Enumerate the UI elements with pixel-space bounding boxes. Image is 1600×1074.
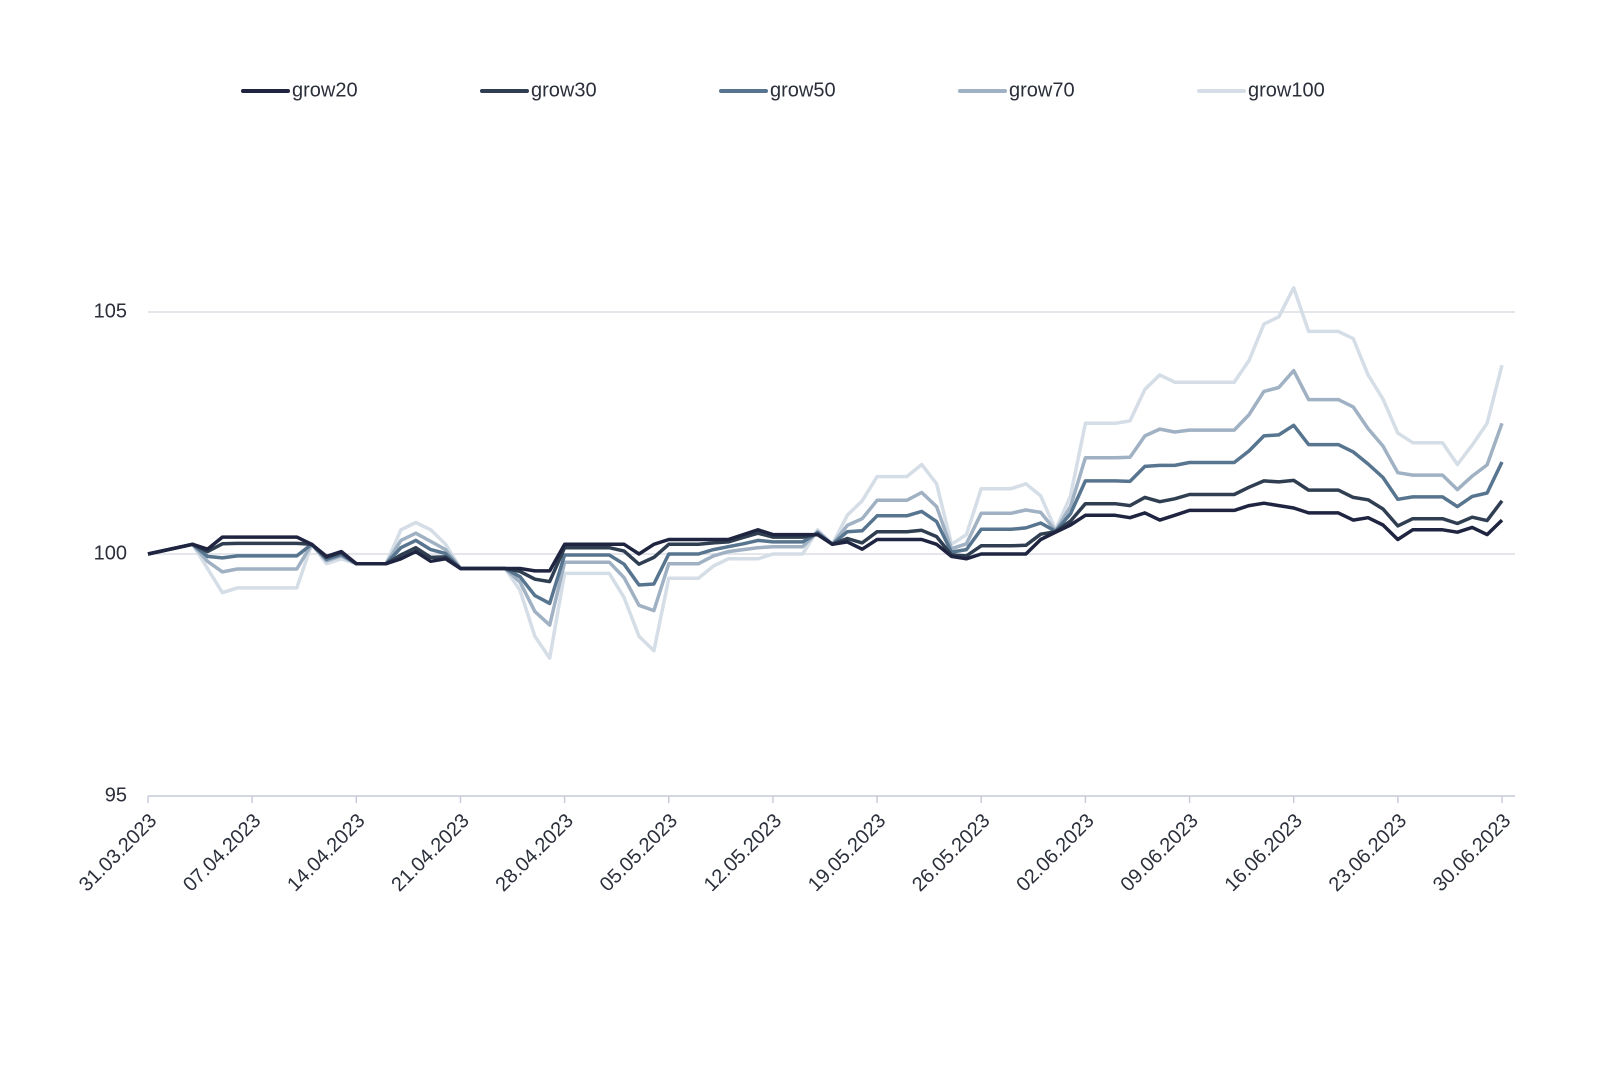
y-tick-label: 95	[105, 784, 127, 806]
x-tick-label: 12.05.2023	[700, 810, 786, 896]
x-tick-label: 26.05.2023	[908, 810, 994, 896]
series-line	[147, 286, 1504, 660]
x-tick-label: 19.05.2023	[804, 810, 890, 896]
x-tick-label: 16.06.2023	[1221, 810, 1307, 896]
legend-label: grow20	[292, 79, 358, 101]
x-tick-label: 21.04.2023	[387, 810, 473, 896]
x-tick-label: 09.06.2023	[1116, 810, 1202, 896]
x-tick-label: 30.06.2023	[1429, 810, 1515, 896]
y-tick-label: 105	[94, 300, 127, 322]
legend-label: grow70	[1009, 79, 1075, 101]
x-tick-label: 14.04.2023	[283, 810, 369, 896]
legend-label: grow50	[770, 79, 836, 101]
x-tick-label: 02.06.2023	[1012, 810, 1098, 896]
series-line	[147, 423, 1504, 606]
legend-label: grow100	[1248, 79, 1325, 101]
series-line	[147, 478, 1504, 584]
x-tick-label: 31.03.2023	[75, 810, 161, 896]
x-tick-label: 23.06.2023	[1325, 810, 1411, 896]
series-line	[147, 501, 1504, 573]
x-tick-label: 28.04.2023	[492, 810, 578, 896]
x-tick-label: 05.05.2023	[596, 810, 682, 896]
x-tick-label: 07.04.2023	[179, 810, 265, 896]
y-tick-label: 100	[94, 542, 127, 564]
series-line	[147, 368, 1504, 627]
legend-label: grow30	[531, 79, 597, 101]
